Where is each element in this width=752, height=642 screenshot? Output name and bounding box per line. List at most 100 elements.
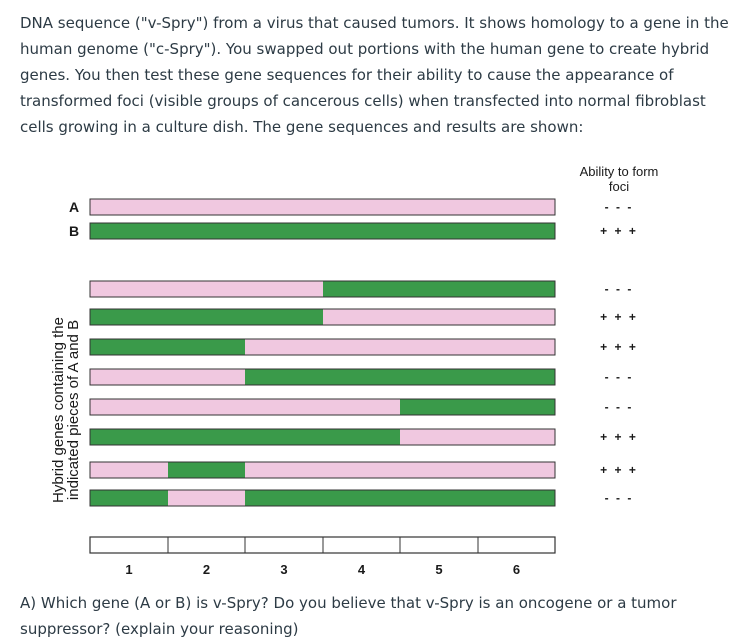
column-title-line2: foci (609, 179, 629, 194)
segment-b (400, 223, 478, 239)
segment-b (90, 309, 168, 325)
scale-tick-label: 4 (358, 562, 366, 577)
gene-row: + + + (89, 461, 638, 479)
scale-tick-label: 5 (435, 562, 442, 577)
segment-a (168, 399, 245, 415)
foci-result: + + + (600, 310, 638, 324)
segment-b (478, 490, 555, 506)
foci-result: - - - (605, 200, 634, 214)
segment-a (90, 399, 168, 415)
foci-result: + + + (600, 340, 638, 354)
segment-a (478, 339, 555, 355)
segment-a (323, 399, 400, 415)
segment-a (245, 281, 323, 297)
segment-a (168, 199, 245, 215)
segment-a (168, 281, 245, 297)
foci-result: + + + (600, 224, 638, 238)
segment-b (168, 223, 245, 239)
gene-row: + + + (89, 428, 638, 446)
bar-outline (89, 398, 556, 416)
segment-b (478, 369, 555, 385)
segment-a (400, 462, 478, 478)
row-label: A (69, 199, 79, 215)
segment-b (400, 399, 478, 415)
scale-tick-label: 3 (280, 562, 287, 577)
column-title-line1: Ability to form (580, 164, 659, 179)
foci-result: + + + (600, 430, 638, 444)
segment-b (478, 281, 555, 297)
gene-row: - - - (89, 489, 634, 507)
segment-b (400, 281, 478, 297)
foci-result: - - - (605, 370, 634, 384)
segment-b (323, 223, 400, 239)
segment-b (323, 490, 400, 506)
segment-a (245, 339, 323, 355)
segment-a (90, 369, 168, 385)
segment-b (478, 399, 555, 415)
side-label-line2: indicated pieces of A and B (65, 320, 82, 500)
foci-result: - - - (605, 491, 634, 505)
segment-b (400, 369, 478, 385)
gene-row: - - - (89, 280, 634, 298)
segment-a (400, 429, 478, 445)
bar-outline (89, 461, 556, 479)
scale-bar: 1 2 3 4 5 6 (89, 536, 556, 577)
segment-a (245, 399, 323, 415)
intro-paragraph: DNA sequence ("v-Spry") from a virus tha… (20, 14, 729, 136)
gene-row: - - - (89, 398, 634, 416)
bar-outline (89, 280, 556, 298)
gene-row: B + + + (69, 222, 638, 240)
segment-a (168, 490, 245, 506)
segment-b (245, 429, 323, 445)
segment-b (90, 429, 168, 445)
segment-b (90, 339, 168, 355)
segment-b (323, 369, 400, 385)
scale-tick-label: 6 (513, 562, 520, 577)
bar-outline (89, 368, 556, 386)
segment-a (323, 199, 400, 215)
segment-a (90, 462, 168, 478)
segment-b (90, 223, 168, 239)
gene-row: A- - - (69, 198, 634, 216)
segment-b (245, 309, 323, 325)
segment-a (90, 281, 168, 297)
gene-row: - - - (89, 368, 634, 386)
segment-a (90, 199, 168, 215)
question-a: A) Which gene (A or B) is v-Spry? Do you… (20, 594, 677, 638)
scale-tick-label: 2 (203, 562, 210, 577)
segment-b (90, 490, 168, 506)
segment-b (168, 339, 245, 355)
gene-row: + + + (89, 308, 638, 326)
segment-b (323, 429, 400, 445)
segment-b (323, 281, 400, 297)
bar-outline (89, 489, 556, 507)
segment-a (323, 462, 400, 478)
segment-b (245, 223, 323, 239)
segment-a (323, 339, 400, 355)
segment-a (323, 309, 400, 325)
foci-result: + + + (600, 463, 638, 477)
bars-layer: A - - - B + + + - - - + + + + + + - - - - - - + +… (69, 198, 638, 507)
bar-outline (89, 428, 556, 446)
segment-b (245, 369, 323, 385)
segment-a (478, 309, 555, 325)
segment-a (400, 199, 478, 215)
segment-b (168, 429, 245, 445)
bar-outline (89, 338, 556, 356)
segment-b (168, 309, 245, 325)
bar-outline (89, 222, 556, 240)
segment-a (245, 462, 323, 478)
segment-a (478, 462, 555, 478)
segment-b (478, 223, 555, 239)
segment-b (245, 490, 323, 506)
segment-a (168, 369, 245, 385)
foci-result: - - - (605, 282, 634, 296)
side-label-line1: Hybrid genes containing the (50, 317, 67, 503)
bar-outline (89, 308, 556, 326)
segment-a (478, 429, 555, 445)
segment-a (245, 199, 323, 215)
foci-result: - - - (605, 400, 634, 414)
gene-row: + + + (89, 338, 638, 356)
segment-b (400, 490, 478, 506)
